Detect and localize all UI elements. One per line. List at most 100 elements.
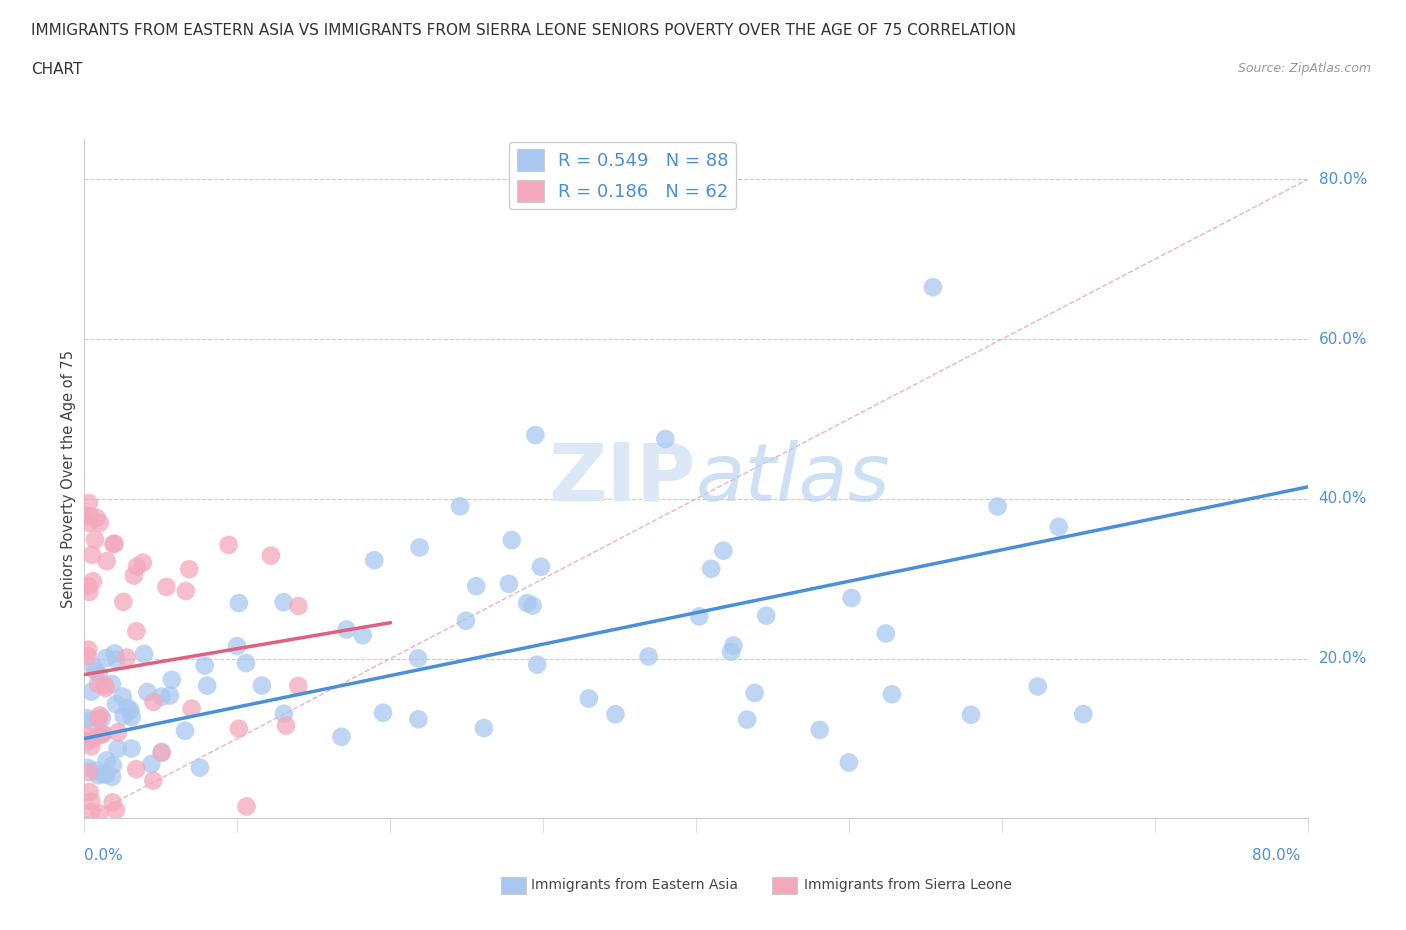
Point — [83, 659, 105, 674]
Point — [107, 724, 129, 739]
Point — [87, 768, 110, 783]
Point — [115, 650, 138, 665]
Point — [526, 658, 548, 672]
Point — [371, 705, 394, 720]
Point — [1071, 707, 1094, 722]
Point — [84, 663, 107, 678]
Point — [75, 846, 97, 861]
Text: ZIP: ZIP — [548, 440, 696, 518]
Point — [654, 432, 676, 446]
Point — [880, 687, 903, 702]
Point — [235, 656, 257, 671]
Point — [80, 732, 103, 747]
Point — [530, 559, 553, 574]
Point — [287, 599, 309, 614]
Point — [335, 622, 357, 637]
Point — [195, 678, 218, 693]
Point — [260, 548, 283, 563]
Point — [80, 684, 103, 699]
Text: Source: ZipAtlas.com: Source: ZipAtlas.com — [1237, 62, 1371, 75]
Point — [838, 755, 860, 770]
Point — [711, 543, 734, 558]
Point — [87, 677, 110, 692]
Text: 0.0%: 0.0% — [84, 848, 124, 863]
Point — [115, 850, 138, 865]
Point — [107, 741, 129, 756]
Point — [179, 562, 201, 577]
Point — [808, 723, 831, 737]
Text: IMMIGRANTS FROM EASTERN ASIA VS IMMIGRANTS FROM SIERRA LEONE SENIORS POVERTY OVE: IMMIGRANTS FROM EASTERN ASIA VS IMMIGRAN… — [31, 23, 1017, 38]
Point — [79, 584, 101, 599]
Text: 40.0%: 40.0% — [1319, 491, 1367, 507]
Point — [136, 684, 159, 699]
Point — [723, 638, 745, 653]
Point — [104, 697, 127, 711]
Point — [755, 608, 778, 623]
Point — [228, 722, 250, 737]
Point — [79, 785, 101, 800]
Point — [112, 594, 135, 609]
Point — [174, 724, 197, 738]
Point — [688, 609, 710, 624]
Point — [73, 508, 96, 523]
Point — [408, 711, 430, 726]
Point — [150, 689, 173, 704]
Text: CHART: CHART — [31, 62, 83, 77]
Point — [987, 499, 1010, 514]
Point — [89, 806, 111, 821]
Point — [637, 649, 659, 664]
Point — [159, 688, 181, 703]
Point — [117, 700, 139, 715]
Point — [472, 721, 495, 736]
Point — [352, 628, 374, 643]
Point — [83, 854, 105, 869]
Point — [150, 746, 173, 761]
Point — [103, 537, 125, 551]
Point — [77, 830, 100, 844]
Point — [101, 769, 124, 784]
Point — [91, 726, 114, 741]
Point — [194, 658, 217, 673]
Point — [498, 577, 520, 591]
Point — [132, 646, 155, 661]
Point — [1026, 679, 1049, 694]
Point — [273, 706, 295, 721]
Point — [86, 764, 108, 778]
Point — [120, 703, 142, 718]
Point — [77, 578, 100, 593]
Point — [112, 709, 135, 724]
Point — [76, 711, 98, 725]
Point — [406, 651, 429, 666]
Y-axis label: Seniors Poverty Over the Age of 75: Seniors Poverty Over the Age of 75 — [60, 350, 76, 608]
Point — [125, 624, 148, 639]
Point — [605, 707, 627, 722]
Point — [516, 596, 538, 611]
Point — [125, 762, 148, 777]
Point — [922, 280, 945, 295]
Point — [76, 761, 98, 776]
Point — [121, 741, 143, 756]
Point — [122, 568, 145, 583]
Text: 20.0%: 20.0% — [1319, 651, 1367, 666]
Point — [408, 540, 430, 555]
Point — [76, 735, 98, 750]
Point — [235, 799, 257, 814]
Point — [80, 804, 103, 819]
Point — [89, 728, 111, 743]
Point — [91, 711, 114, 725]
Point — [960, 708, 983, 723]
Point — [744, 685, 766, 700]
Point — [96, 767, 118, 782]
Point — [524, 428, 547, 443]
Point — [84, 532, 107, 547]
Point — [578, 691, 600, 706]
Point — [875, 626, 897, 641]
Point — [89, 708, 111, 723]
Point — [121, 710, 143, 724]
Point — [142, 773, 165, 788]
Point — [111, 689, 134, 704]
Point — [465, 578, 488, 593]
Point — [87, 857, 110, 872]
Point — [180, 701, 202, 716]
Point — [77, 515, 100, 530]
